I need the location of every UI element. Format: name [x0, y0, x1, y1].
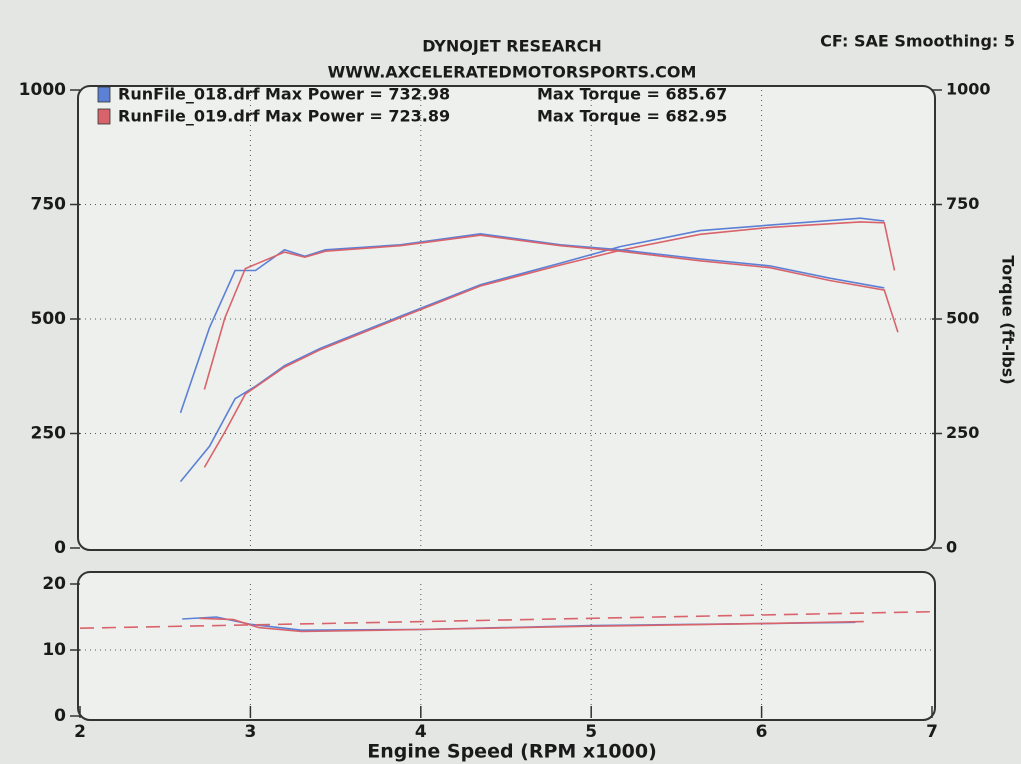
- series-line: [179, 217, 885, 483]
- x-tick-label: 4: [415, 722, 427, 742]
- x-tick-label: 5: [585, 722, 597, 742]
- chart-subtitle: WWW.AXCELERATEDMOTORSPORTS.COM: [328, 63, 697, 82]
- series-line: [203, 221, 896, 468]
- legend-swatch: [97, 86, 111, 103]
- series-line: [179, 232, 885, 414]
- chart-title: DYNOJET RESEARCH: [422, 37, 602, 56]
- y-tick-label: 20: [42, 574, 66, 594]
- x-tick-label: 3: [244, 722, 256, 742]
- y2-tick-label: 1000: [946, 80, 991, 99]
- legend-torque: Max Torque = 685.67: [537, 85, 727, 104]
- x-axis-label: Engine Speed (RPM x1000): [367, 741, 657, 763]
- y2-tick-label: 250: [946, 423, 979, 442]
- y2-axis-label: Torque (ft-lbs): [999, 255, 1018, 384]
- legend-name: RunFile_018.drf: [118, 85, 261, 104]
- y2-tick-label: 750: [946, 194, 979, 213]
- legend-swatch: [97, 108, 111, 125]
- y-tick-label: 0: [54, 706, 66, 726]
- y-tick-label: 1000: [19, 80, 66, 100]
- y-tick-label: 500: [31, 309, 67, 329]
- legend-power: Max Power = 723.89: [265, 107, 450, 126]
- series-line: [199, 617, 864, 633]
- legend-name: RunFile_019.drf: [118, 107, 261, 126]
- legend-torque: Max Torque = 682.95: [537, 107, 727, 126]
- series-line: [203, 234, 899, 390]
- y-tick-label: 10: [42, 640, 66, 660]
- series-line: [79, 610, 933, 629]
- x-tick-label: 7: [926, 722, 938, 742]
- main-plot-frame: [77, 85, 936, 551]
- x-tick-label: 6: [756, 722, 768, 742]
- x-tick-label: 2: [74, 722, 86, 742]
- y-tick-label: 250: [31, 424, 67, 444]
- y-tick-label: 750: [31, 195, 67, 215]
- legend-power: Max Power = 732.98: [265, 85, 450, 104]
- y-tick-label: 0: [54, 538, 66, 558]
- y2-tick-label: 500: [946, 309, 979, 328]
- y2-tick-label: 0: [946, 538, 957, 557]
- afr-plot-frame: [77, 571, 936, 721]
- annotation: CF: SAE Smoothing: 5: [820, 32, 1015, 51]
